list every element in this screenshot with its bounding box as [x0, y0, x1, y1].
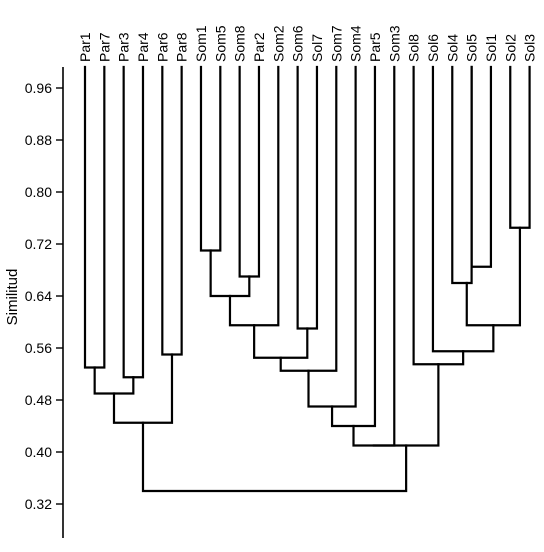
- dendrogram-link: [307, 65, 357, 408]
- leaf-label: Par3: [116, 32, 132, 62]
- leaf-label: Som1: [193, 25, 209, 62]
- y-axis: 0.96 0.88 0.80 0.72 0.64 0.56 0.48 0.40 0.32: [25, 67, 64, 538]
- leaf-label: Sol4: [444, 34, 460, 62]
- dendrogram-link: [296, 65, 319, 330]
- leaf-label: Par7: [96, 32, 112, 62]
- dendrogram-link: [228, 65, 280, 327]
- leaf-label: Som7: [328, 25, 344, 62]
- dendrogram-link: [209, 249, 251, 298]
- leaf-label: Par1: [77, 32, 93, 62]
- dendrogram-link: [93, 366, 135, 395]
- y-tick-label: 0.40: [25, 444, 52, 460]
- leaf-labels: Par1 Par7 Par3 Par4 Par6 Par8 Som1 Som5 Som8 Par2…: [77, 25, 538, 62]
- dendrogram-link: [412, 65, 465, 366]
- y-tick-label: 0.88: [25, 132, 52, 148]
- y-tick-label: 0.64: [25, 288, 52, 304]
- dendrogram-links: [83, 65, 531, 493]
- leaf-label: Par2: [251, 32, 267, 62]
- y-tick-label: 0.32: [25, 496, 52, 512]
- y-axis-title: Similitud: [4, 269, 21, 326]
- dendrogram-link: [509, 65, 531, 229]
- dendrogram-link: [141, 421, 408, 493]
- leaf-label: Sol2: [502, 34, 518, 62]
- dendrogram-link: [330, 65, 377, 428]
- leaf-label: Par8: [174, 32, 190, 62]
- leaf-label: Som8: [232, 25, 248, 62]
- dendrogram-link: [372, 363, 440, 447]
- leaf-label: Sol1: [483, 34, 499, 62]
- leaf-label: Par4: [135, 32, 151, 62]
- dendrogram-link: [122, 65, 145, 379]
- leaf-label: Sol8: [406, 34, 422, 62]
- y-tick-label: 0.48: [25, 392, 52, 408]
- leaf-label: Par5: [367, 32, 383, 62]
- y-tick-label: 0.80: [25, 184, 52, 200]
- y-tick-label: 0.56: [25, 340, 52, 356]
- dendrogram-link: [431, 65, 495, 353]
- y-tick-label: 0.72: [25, 236, 52, 252]
- leaf-label: Som2: [270, 25, 286, 62]
- dendrogram-link: [83, 65, 106, 369]
- leaf-label: Par6: [154, 32, 170, 62]
- dendrogram-link: [470, 65, 493, 268]
- dendrogram-link: [279, 65, 338, 372]
- leaf-label: Som4: [348, 25, 364, 62]
- dendrogram-link: [253, 324, 309, 359]
- dendrogram-link: [161, 65, 183, 356]
- dendrogram-link: [451, 65, 473, 285]
- dendrogram-link: [238, 65, 261, 278]
- y-tick-label: 0.96: [25, 80, 52, 96]
- dendrogram-link: [465, 226, 522, 327]
- leaf-label: Sol7: [309, 34, 325, 62]
- leaf-label: Sol3: [522, 34, 538, 62]
- leaf-label: Som6: [290, 25, 306, 62]
- leaf-label: Som3: [386, 25, 402, 62]
- leaf-label: Som5: [212, 25, 228, 62]
- leaf-label: Sol6: [425, 34, 441, 62]
- leaf-label: Sol5: [464, 34, 480, 62]
- dendrogram-link: [199, 65, 222, 252]
